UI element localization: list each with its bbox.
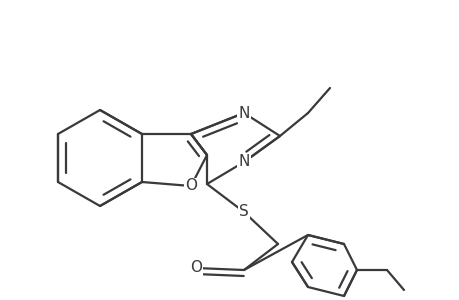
Text: O: O: [185, 178, 196, 194]
Text: N: N: [238, 106, 249, 121]
Text: O: O: [190, 260, 202, 275]
Text: N: N: [238, 154, 249, 169]
Text: S: S: [239, 205, 248, 220]
